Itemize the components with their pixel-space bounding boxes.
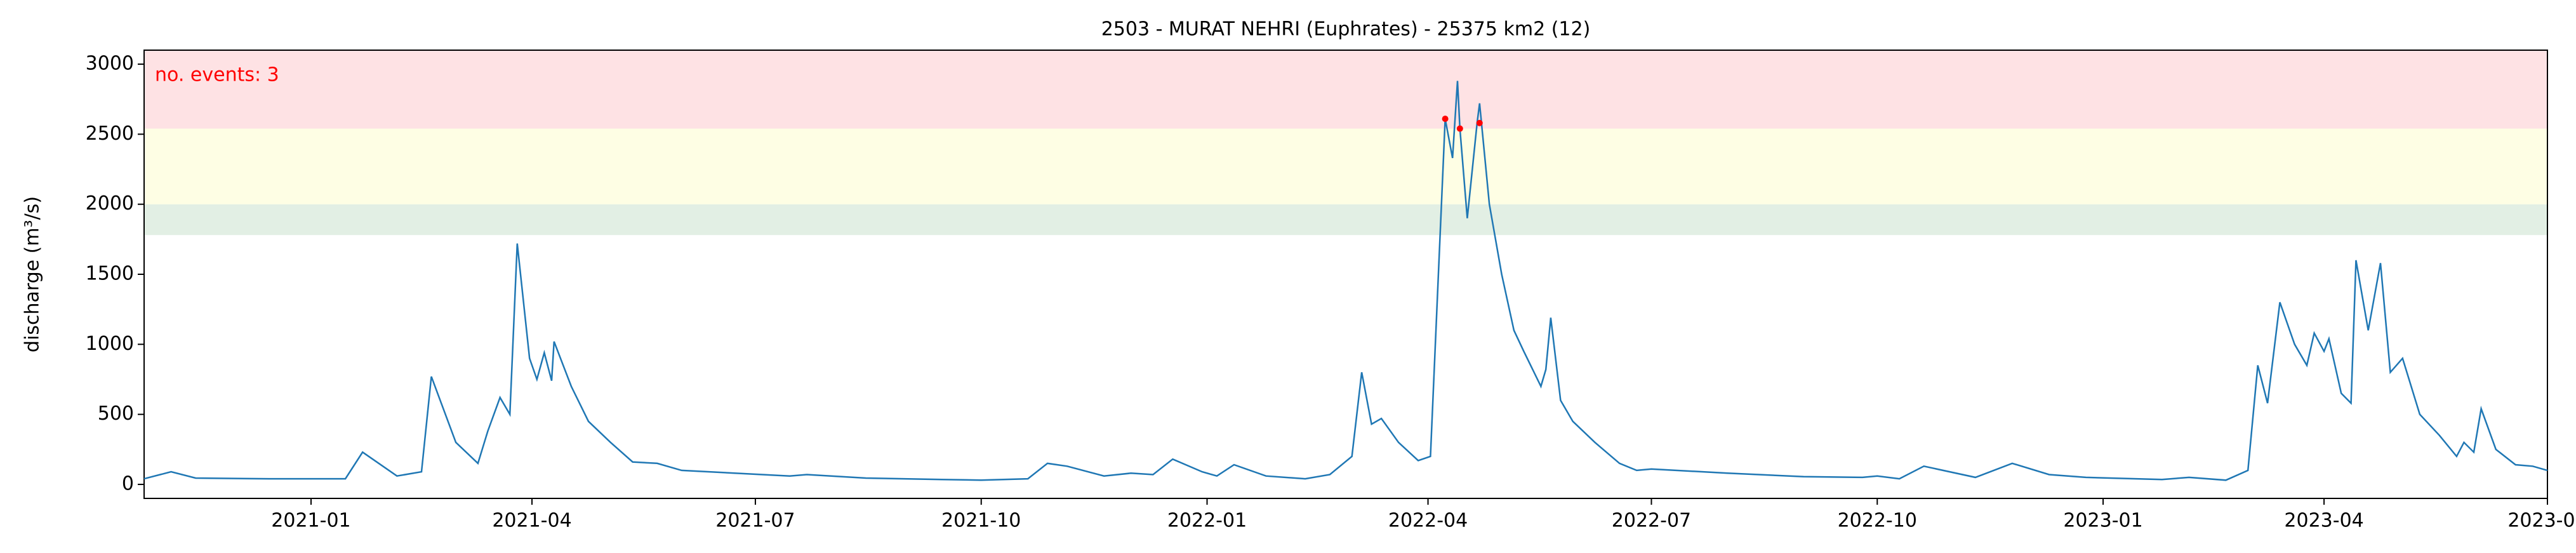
- y-axis-label: discharge (m³/s): [22, 196, 44, 352]
- x-tick-label: 2022-01: [1167, 510, 1247, 532]
- y-tick-label: 500: [98, 403, 134, 425]
- y-tick-label: 1000: [86, 333, 134, 355]
- x-tick-label: 2022-04: [1388, 510, 1468, 532]
- x-tick-label: 2021-04: [492, 510, 571, 532]
- x-tick-label: 2022-10: [1838, 510, 1917, 532]
- event-point: [1456, 125, 1463, 132]
- x-tick-label: 2021-07: [715, 510, 795, 532]
- event-point: [1442, 116, 1449, 123]
- threshold-band: [144, 50, 2547, 129]
- x-tick-label: 2021-01: [271, 510, 350, 532]
- x-tick-label: 2021-10: [941, 510, 1021, 532]
- x-tick-label: 2023-01: [2063, 510, 2142, 532]
- event-count: no. events: 3: [155, 64, 279, 86]
- x-tick-label: 2022-07: [1612, 510, 1691, 532]
- discharge-line: [143, 81, 2548, 481]
- y-tick-label: 3000: [86, 53, 134, 75]
- threshold-band: [144, 204, 2547, 236]
- chart-title: 2503 - MURAT NEHRI (Euphrates) - 25375 k…: [1101, 18, 1591, 41]
- event-point: [1476, 119, 1483, 126]
- x-tick-label: 2023-04: [2284, 510, 2363, 532]
- y-tick-label: 2000: [86, 192, 134, 215]
- threshold-band: [144, 128, 2547, 204]
- x-tick-label: 2023-07: [2507, 510, 2576, 532]
- y-tick-label: 2500: [86, 123, 134, 145]
- y-tick-label: 1500: [86, 263, 134, 285]
- y-tick-label: 0: [122, 472, 134, 495]
